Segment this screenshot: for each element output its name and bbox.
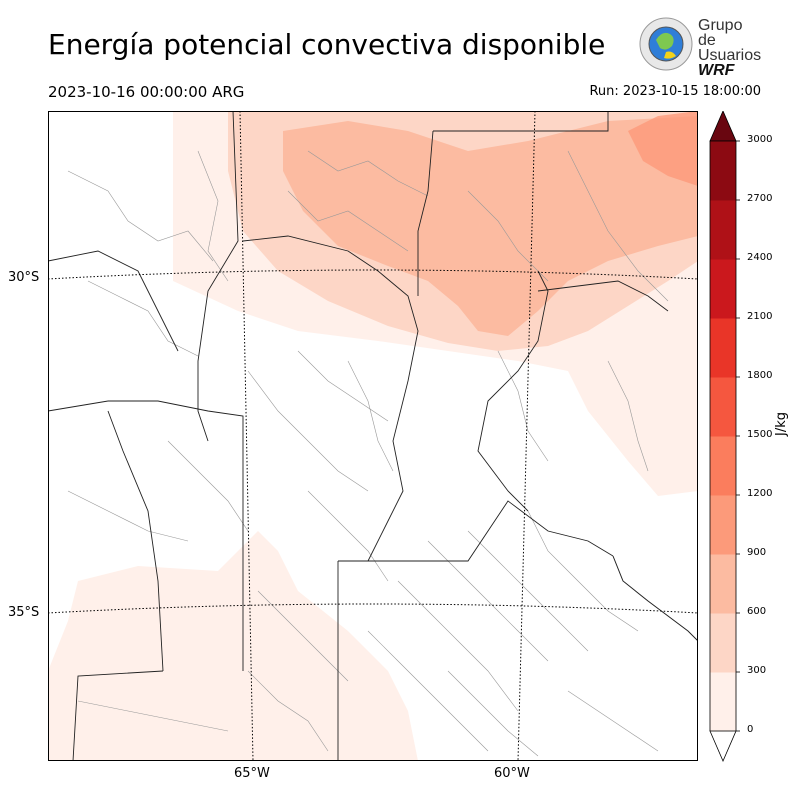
graticule [48, 111, 698, 761]
colorbar-bin-1500 [710, 377, 736, 437]
colorbar-bin-600 [710, 554, 736, 614]
colorbar-bin-2100 [710, 259, 736, 319]
colorbar-bin-2400 [710, 200, 736, 260]
province-boundaries [48, 111, 669, 761]
run-time: Run: 2023-10-15 18:00:00 [589, 84, 761, 99]
colorbar-bin-2700 [710, 141, 736, 201]
logo-line-1: Grupo de [698, 17, 743, 49]
colorbar-bin-1800 [710, 318, 736, 378]
cape-band-0-300-south [48, 531, 418, 761]
colorbar-extend-max [709, 111, 737, 142]
colorbar [709, 111, 740, 763]
lat-label-35s: 35°S [8, 605, 40, 620]
colorbar-tick-label: 300 [747, 665, 767, 676]
colorbar-label: J/kg [774, 412, 789, 436]
colorbar-tick-label: 1800 [747, 370, 773, 381]
valid-time: 2023-10-16 00:00:00 ARG [48, 83, 245, 101]
map-title: Energía potencial convectiva disponible [48, 28, 606, 61]
colorbar-tick-label: 2700 [747, 193, 773, 204]
colorbar-tick-label: 2100 [747, 311, 773, 322]
coastline [612, 555, 698, 642]
colorbar-tick-label: 2400 [747, 252, 773, 263]
colorbar-tick-label: 0 [747, 724, 754, 735]
cape-band-600-900 [283, 116, 698, 336]
colorbar-tick-label: 1500 [747, 429, 773, 440]
colorbar-tick-label: 1200 [747, 488, 773, 499]
colorbar-bin-0 [710, 672, 736, 732]
colorbar-tick-label: 3000 [747, 134, 773, 145]
wrf-logo: Grupo de Usuarios WRF [638, 16, 762, 79]
colorbar-extend-min [709, 730, 737, 763]
lon-label-60w: 60°W [494, 766, 530, 781]
logo-line-2: Usuarios [698, 47, 762, 64]
colorbar-tick-label: 900 [747, 547, 767, 558]
logo-line-3: WRF [698, 62, 735, 79]
colorbar-tick-label: 600 [747, 606, 767, 617]
lat-label-30s: 30°S [8, 270, 40, 285]
colorbar-bin-1200 [710, 436, 736, 496]
globe-icon [639, 17, 693, 71]
colorbar-bin-300 [710, 613, 736, 673]
cape-map [48, 111, 698, 761]
lon-label-65w: 65°W [234, 766, 270, 781]
cape-band-900-1200 [628, 111, 698, 186]
colorbar-bin-900 [710, 495, 736, 555]
